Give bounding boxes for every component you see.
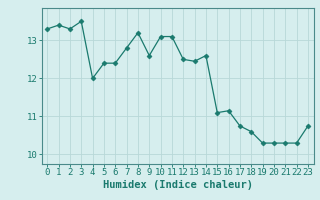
X-axis label: Humidex (Indice chaleur): Humidex (Indice chaleur): [103, 180, 252, 190]
